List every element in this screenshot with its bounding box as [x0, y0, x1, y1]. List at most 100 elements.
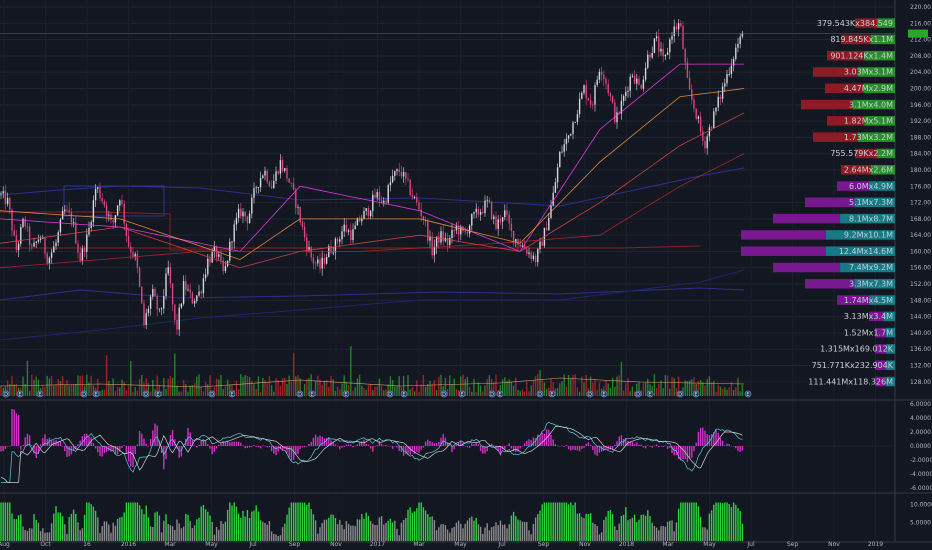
- candle-up: [713, 111, 715, 129]
- bottom-pane-bar: [149, 526, 152, 541]
- bottom-pane-bar: [394, 520, 396, 541]
- volume-profile-label: 111.441Mx118.326M: [808, 377, 893, 386]
- event-marker-circle: [548, 390, 556, 398]
- volume-bar: [363, 387, 365, 396]
- bottom-pane-bar: [548, 502, 550, 541]
- candle-down: [270, 186, 273, 189]
- candle-down: [508, 214, 510, 224]
- event-marker-circle: [208, 390, 216, 398]
- bottom-pane-bar: [94, 510, 97, 541]
- macd-histogram-bar: [136, 444, 139, 446]
- volume-bar: [347, 385, 350, 396]
- price-tick-label: 148.00: [910, 297, 931, 304]
- bottom-pane-bar: [644, 515, 647, 541]
- bottom-pane-bar: [141, 509, 143, 541]
- bottom-pane-bar: [682, 502, 684, 541]
- volume-bar: [53, 385, 55, 396]
- bottom-pane-bar: [526, 521, 528, 541]
- volume-profile-bar-sell: [837, 295, 869, 305]
- volume-bar: [504, 377, 506, 396]
- price-tick-label: 140.00: [910, 330, 931, 337]
- candle-down: [141, 286, 143, 304]
- candle-up: [352, 229, 354, 241]
- macd-histogram-bar: [556, 445, 559, 447]
- candle-up: [182, 281, 185, 304]
- bottom-pane-bar: [121, 516, 123, 541]
- candle-down: [398, 169, 400, 172]
- candle-up: [724, 83, 726, 87]
- macd-histogram-bar: [367, 444, 370, 446]
- macd-histogram-bar: [66, 446, 68, 458]
- candle-up: [231, 241, 233, 243]
- volume-bar: [160, 391, 163, 396]
- candle-up: [213, 246, 216, 252]
- macd-histogram-bar: [592, 446, 594, 451]
- bottom-pane-bar: [277, 536, 279, 541]
- bottom-pane-bar: [209, 515, 211, 541]
- candle-down: [4, 191, 7, 205]
- volume-bar: [28, 390, 31, 396]
- macd-histogram-bar: [321, 436, 323, 446]
- volume-bar: [66, 380, 68, 396]
- volume-profile-bar-buy: [852, 99, 895, 110]
- volume-bar: [583, 382, 585, 396]
- macd-histogram-bar: [275, 446, 277, 456]
- macd-histogram-bar: [534, 438, 537, 446]
- bottom-pane-bar: [68, 517, 70, 541]
- candle-up: [576, 114, 579, 122]
- event-marker-letter: D: [490, 392, 494, 398]
- bottom-pane-bar: [374, 524, 376, 541]
- macd-histogram-bar: [266, 446, 268, 448]
- volume-bar: [70, 384, 73, 396]
- lower-channel-line: [0, 287, 745, 301]
- volume-bar: [198, 374, 200, 396]
- candle-up: [356, 218, 359, 226]
- volume-bar: [598, 382, 601, 396]
- volume-profile-label: 6.0Mx4.9M: [849, 182, 893, 191]
- bottom-pane-bar: [702, 527, 704, 541]
- bottom-pane-bar: [200, 506, 202, 541]
- candle-up: [735, 47, 737, 60]
- macd-histogram-bar: [297, 446, 299, 455]
- macd-histogram-bar: [240, 442, 242, 446]
- volume-bar: [627, 378, 629, 396]
- macd-histogram-bar: [416, 446, 418, 452]
- candle-up: [732, 59, 735, 66]
- macd-histogram-bar: [737, 446, 739, 451]
- volume-bar: [314, 381, 317, 396]
- bottom-pane-bar: [0, 502, 2, 541]
- macd-histogram-bar: [26, 433, 29, 446]
- moving-average-line: [0, 88, 745, 261]
- bottom-pane-bar: [717, 502, 719, 541]
- moving-average-line: [0, 112, 745, 269]
- macd-histogram-bar: [464, 446, 466, 447]
- candle-up: [583, 85, 585, 93]
- volume-bar: [75, 384, 77, 396]
- volume-bar: [224, 386, 227, 396]
- bottom-pane-bar: [220, 521, 222, 541]
- candle-up: [187, 289, 189, 291]
- candle-up: [484, 200, 486, 213]
- macd-histogram-bar: [611, 446, 614, 450]
- volume-bar: [660, 380, 662, 396]
- candle-up: [636, 78, 638, 84]
- volume-bar: [145, 378, 147, 396]
- macd-histogram-bar: [361, 441, 363, 446]
- volume-bar: [664, 375, 667, 396]
- bottom-pane-bar: [167, 524, 169, 541]
- volume-bar: [530, 385, 532, 396]
- bottom-pane-bar: [409, 507, 411, 541]
- volume-bar: [257, 376, 260, 396]
- volume-bar: [372, 390, 374, 396]
- candle-down: [312, 257, 315, 264]
- volume-bar: [493, 382, 495, 396]
- macd-histogram-bar: [105, 446, 108, 452]
- macd-histogram-bar: [42, 438, 44, 446]
- bottom-pane-bar: [35, 519, 37, 541]
- bottom-pane-bar: [387, 520, 389, 541]
- volume-bar: [310, 374, 312, 396]
- volume-bar: [273, 391, 275, 396]
- bottom-pane-bar: [2, 502, 4, 541]
- bottom-pane-bar: [356, 519, 359, 541]
- candle-up: [248, 213, 251, 224]
